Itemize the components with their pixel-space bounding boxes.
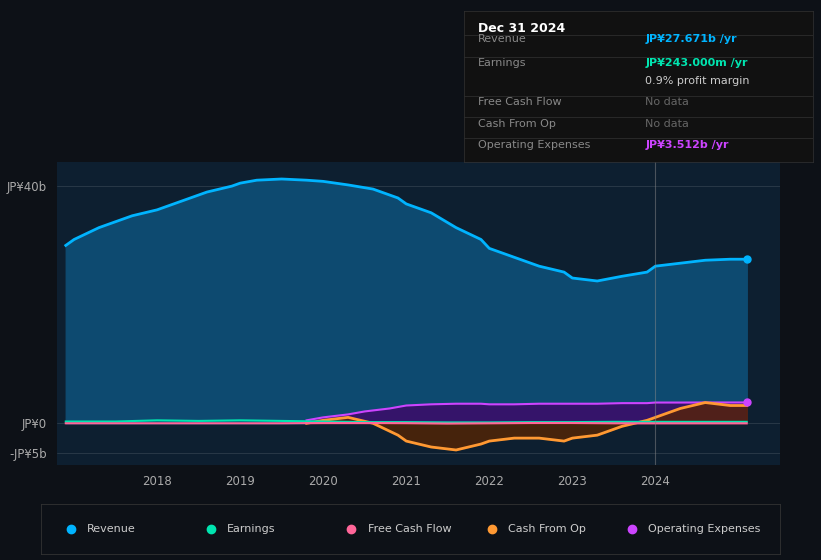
Text: Cash From Op: Cash From Op — [478, 119, 556, 129]
Text: Dec 31 2024: Dec 31 2024 — [478, 22, 565, 35]
Text: JP¥3.512b /yr: JP¥3.512b /yr — [645, 140, 729, 150]
Text: 0.9% profit margin: 0.9% profit margin — [645, 76, 750, 86]
Text: Free Cash Flow: Free Cash Flow — [368, 524, 452, 534]
Text: Earnings: Earnings — [478, 58, 526, 68]
Text: Operating Expenses: Operating Expenses — [478, 140, 590, 150]
Text: JP¥243.000m /yr: JP¥243.000m /yr — [645, 58, 748, 68]
Text: No data: No data — [645, 119, 689, 129]
Text: JP¥27.671b /yr: JP¥27.671b /yr — [645, 34, 737, 44]
Text: Revenue: Revenue — [478, 34, 526, 44]
Text: Operating Expenses: Operating Expenses — [649, 524, 761, 534]
Text: Revenue: Revenue — [87, 524, 135, 534]
Text: Free Cash Flow: Free Cash Flow — [478, 97, 562, 108]
Text: No data: No data — [645, 97, 689, 108]
Text: Earnings: Earnings — [227, 524, 276, 534]
Text: Cash From Op: Cash From Op — [508, 524, 586, 534]
